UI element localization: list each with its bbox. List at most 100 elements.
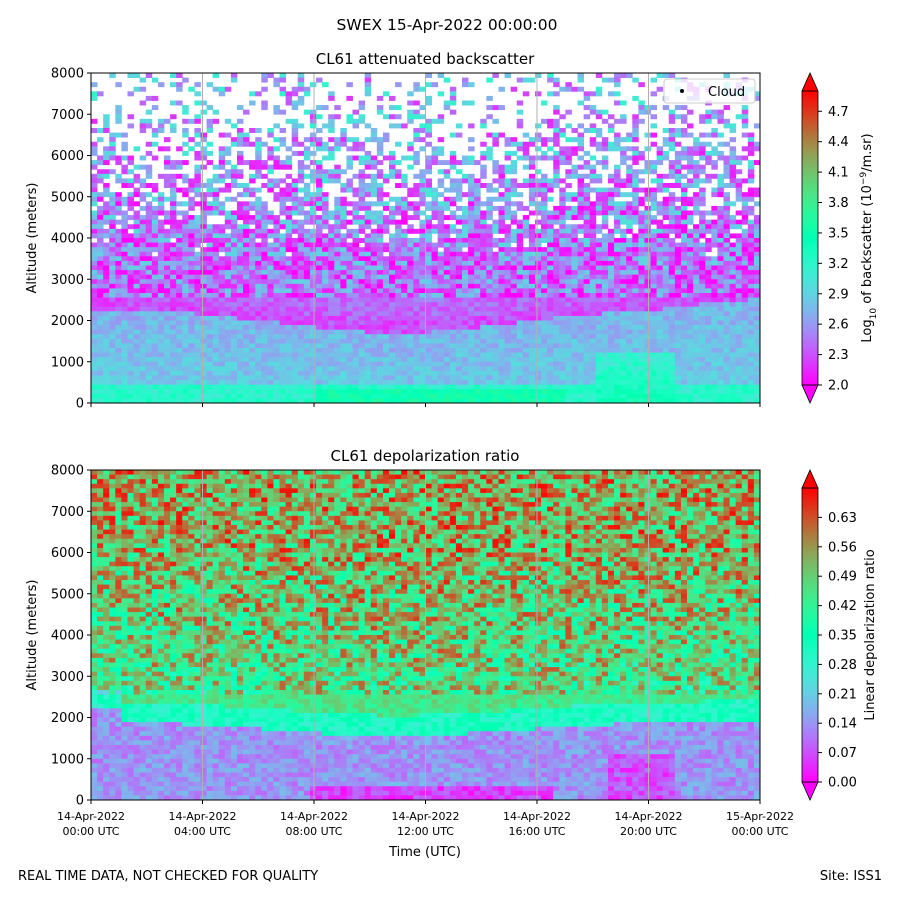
heatmap-cell — [644, 132, 651, 138]
heatmap-cell — [632, 150, 639, 156]
heatmap-cell — [693, 242, 700, 248]
heatmap-cell — [486, 215, 493, 221]
heatmap-cell — [163, 265, 171, 271]
heatmap-cell — [753, 91, 760, 97]
heatmap-cell — [498, 86, 505, 92]
heatmap-cell — [103, 293, 110, 298]
heatmap-cell — [382, 270, 390, 276]
heatmap-cell — [389, 196, 396, 202]
heatmap-cell — [522, 334, 530, 340]
heatmap-cell — [334, 169, 341, 175]
heatmap-cell — [261, 205, 268, 211]
heatmap-cell — [753, 343, 760, 349]
heatmap-cell — [583, 348, 591, 353]
heatmap-cell — [352, 315, 359, 321]
heatmap-cell — [297, 260, 305, 266]
heatmap-cell — [614, 173, 621, 179]
heatmap-cell — [486, 187, 493, 193]
heatmap-cell — [534, 265, 542, 271]
heatmap-cell — [431, 187, 439, 193]
heatmap-cell — [468, 82, 475, 88]
heatmap-cell — [455, 238, 463, 243]
heatmap-cell — [735, 238, 743, 243]
heatmap-cell — [534, 219, 542, 225]
heatmap-cell — [431, 247, 439, 253]
heatmap-cell — [139, 293, 147, 298]
heatmap-cell — [255, 338, 262, 344]
heatmap-cell — [486, 293, 493, 298]
heatmap-cell — [747, 315, 755, 321]
heatmap-cell — [170, 73, 177, 78]
heatmap-cell — [699, 228, 706, 234]
heatmap-cell — [389, 352, 396, 358]
heatmap-cell — [340, 224, 347, 230]
heatmap-cell — [443, 265, 451, 271]
heatmap-cell — [212, 293, 220, 298]
heatmap-cell — [662, 357, 670, 363]
heatmap-cell — [468, 302, 475, 308]
heatmap-cell — [401, 265, 408, 271]
heatmap-cell — [510, 187, 518, 193]
heatmap-cell — [455, 348, 463, 353]
heatmap-cell — [267, 348, 274, 353]
heatmap-cell — [121, 260, 128, 266]
heatmap-cell — [510, 283, 518, 289]
heatmap-cell — [565, 311, 572, 317]
heatmap-cell — [674, 128, 682, 133]
heatmap-cell — [303, 91, 311, 97]
heatmap-cell — [589, 173, 597, 179]
heatmap-cell — [644, 160, 651, 166]
heatmap-cell — [723, 270, 730, 276]
heatmap-cell — [632, 183, 639, 188]
heatmap-cell — [109, 205, 116, 211]
heatmap-cell — [261, 141, 268, 147]
heatmap-cell — [626, 265, 633, 271]
heatmap-cell — [212, 247, 220, 253]
heatmap-cell — [468, 187, 475, 193]
heatmap-cell — [480, 155, 487, 161]
heatmap-cell — [176, 288, 183, 294]
heatmap-cell — [705, 210, 712, 216]
heatmap-cell — [626, 329, 633, 335]
heatmap-cell — [303, 338, 311, 344]
heatmap-cell — [267, 311, 274, 317]
heatmap-cell — [382, 320, 390, 326]
heatmap-cell — [206, 338, 214, 344]
heatmap-cell — [650, 302, 658, 308]
heatmap-cell — [176, 233, 183, 239]
heatmap-cell — [668, 141, 676, 147]
heatmap-cell — [534, 283, 542, 289]
heatmap-cell — [419, 279, 426, 285]
heatmap-cell — [401, 178, 408, 184]
heatmap-cell — [687, 242, 694, 248]
heatmap-cell — [650, 338, 658, 344]
heatmap-cell — [553, 109, 560, 115]
heatmap-cell — [468, 256, 475, 262]
heatmap-cell — [680, 201, 688, 207]
heatmap-cell — [571, 302, 578, 308]
heatmap-cell — [577, 274, 585, 280]
heatmap-cell — [340, 233, 347, 239]
heatmap-cell — [644, 105, 651, 111]
heatmap-cell — [516, 77, 524, 83]
heatmap-cell — [139, 247, 147, 253]
heatmap-cell — [407, 91, 414, 97]
heatmap-cell — [662, 228, 670, 234]
heatmap-cell — [267, 256, 274, 262]
heatmap-cell — [632, 329, 639, 335]
heatmap-cell — [498, 178, 505, 184]
heatmap-cell — [553, 348, 560, 353]
heatmap-cell — [607, 288, 615, 294]
heatmap-cell — [261, 247, 268, 253]
heatmap-cell — [741, 114, 749, 120]
heatmap-cell — [492, 242, 499, 248]
heatmap-cell — [449, 270, 457, 276]
heatmap-cell — [571, 238, 578, 243]
heatmap-cell — [389, 293, 396, 298]
heatmap-cell — [522, 251, 530, 257]
heatmap-cell — [577, 205, 585, 211]
heatmap-cell — [127, 311, 134, 317]
heatmap-cell — [243, 348, 250, 353]
heatmap-cell — [583, 338, 591, 344]
heatmap-cell — [705, 302, 712, 308]
